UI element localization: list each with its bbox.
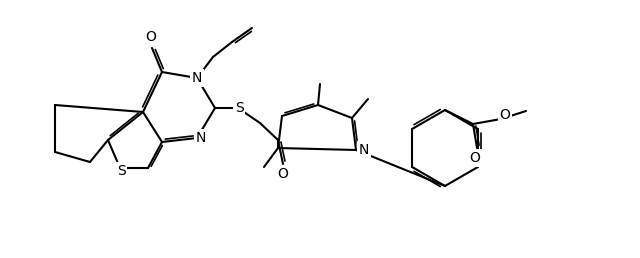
- Text: O: O: [500, 108, 511, 122]
- Text: S: S: [235, 101, 243, 115]
- Text: O: O: [145, 30, 156, 44]
- Text: N: N: [359, 143, 369, 157]
- Text: N: N: [192, 71, 202, 85]
- Text: O: O: [470, 151, 481, 165]
- Text: O: O: [278, 167, 289, 181]
- Text: N: N: [196, 131, 206, 145]
- Text: S: S: [116, 164, 125, 178]
